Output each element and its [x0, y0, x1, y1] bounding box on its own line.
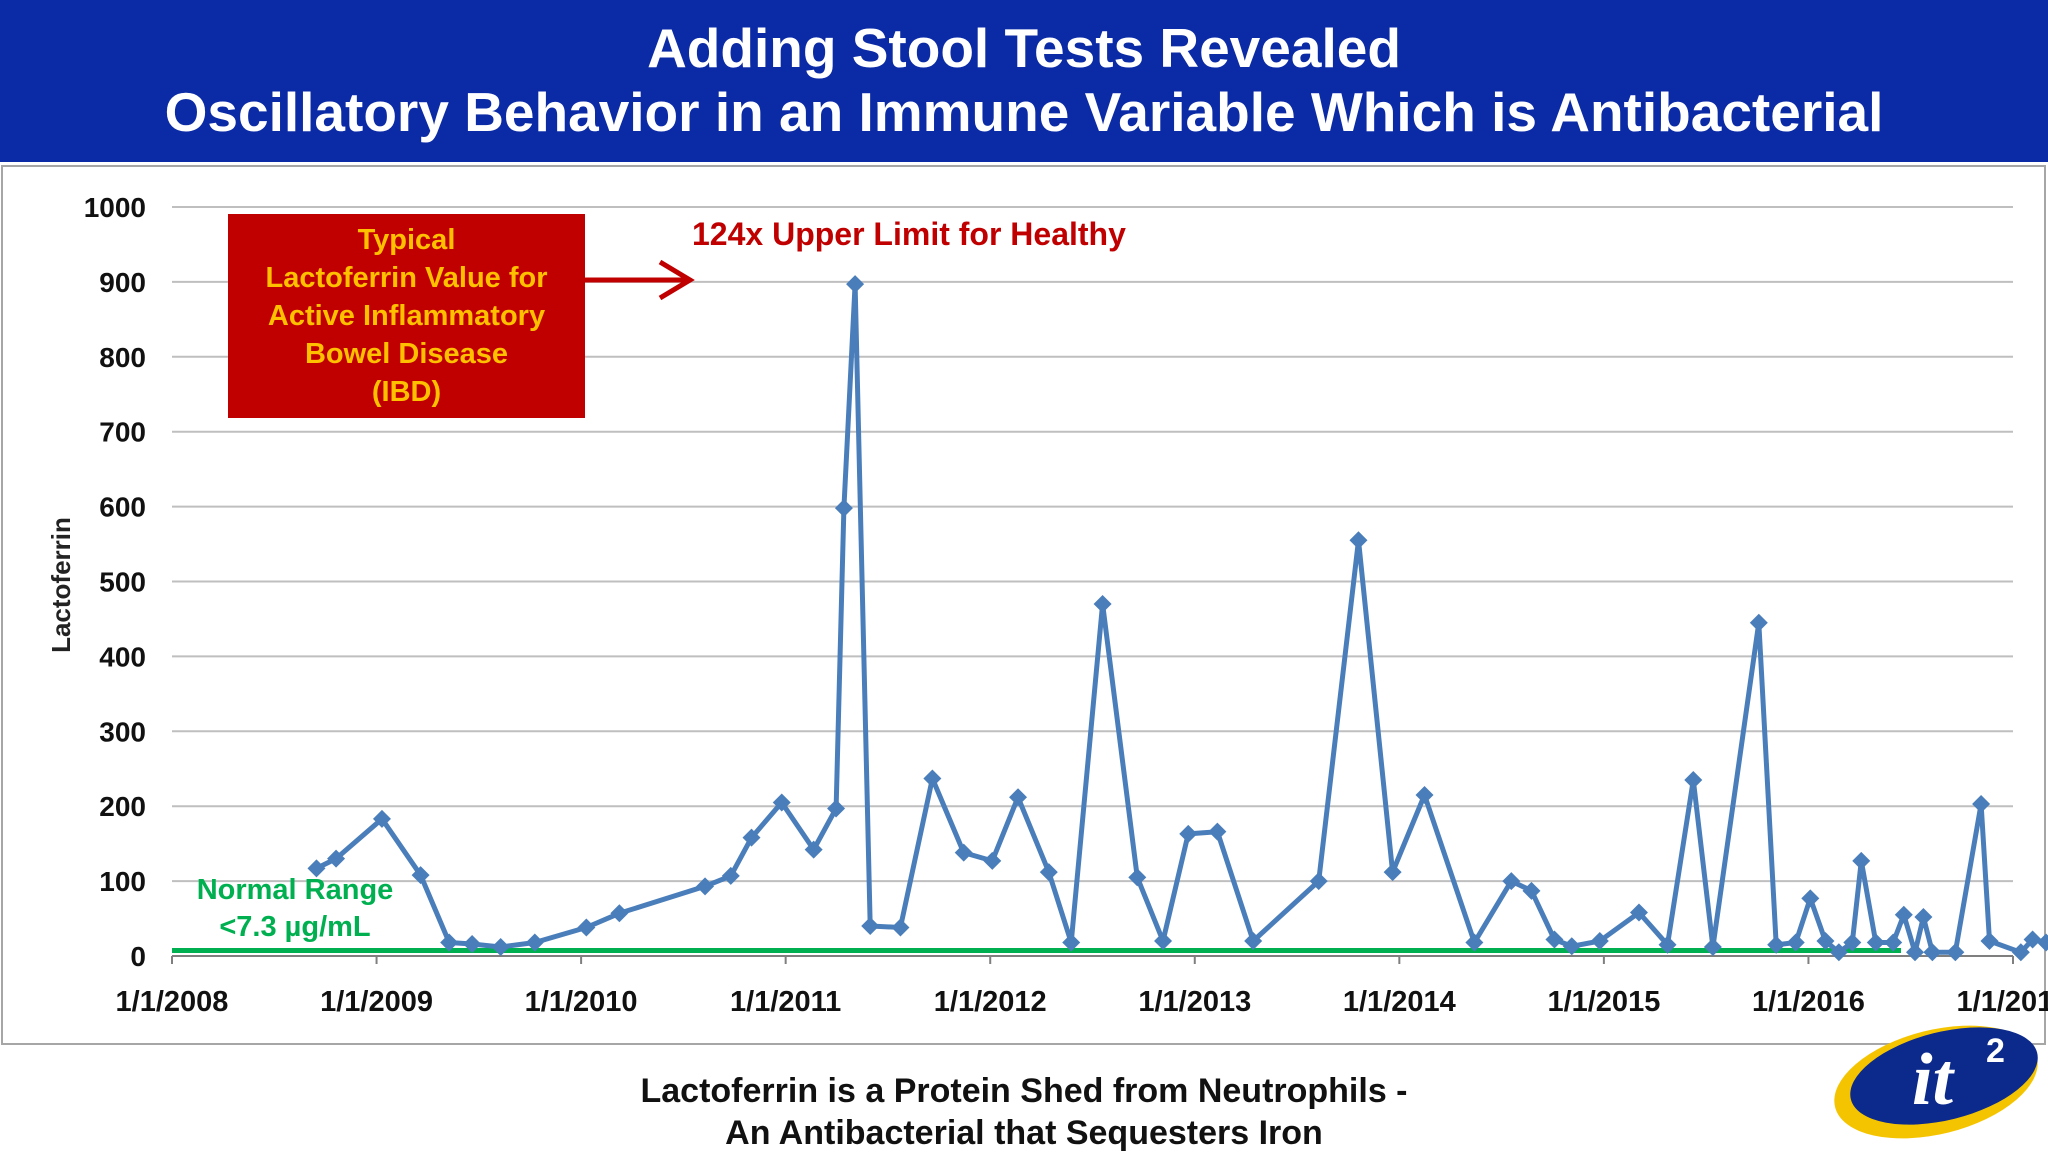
x-tick-label: 1/1/2012 [934, 986, 1047, 1018]
y-tick-label: 700 [99, 417, 146, 448]
logo-superscript: 2 [1986, 1032, 2005, 1070]
x-tick-label: 1/1/2013 [1138, 986, 1251, 1018]
upper-limit-annotation: 124x Upper Limit for Healthy [692, 216, 1126, 253]
x-tick-label: 1/1/2010 [525, 986, 638, 1018]
y-tick-label: 200 [99, 791, 146, 822]
y-tick-label: 900 [99, 267, 146, 298]
y-tick-label: 500 [99, 567, 146, 598]
x-tick-label: 1/1/2015 [1547, 986, 1660, 1018]
slide-footer: Lactoferrin is a Protein Shed from Neutr… [0, 1070, 2048, 1154]
y-axis-label: Lactoferrin [46, 517, 76, 653]
y-tick-label: 1000 [84, 192, 146, 223]
ibd-annotation-text: Typical Lactoferrin Value for Active Inf… [265, 221, 547, 411]
x-tick-label: 1/1/2011 [730, 986, 841, 1018]
x-tick-label: 1/1/2009 [320, 986, 433, 1018]
y-tick-label: 400 [99, 641, 146, 672]
it2-logo: it 2 [1826, 1000, 2046, 1150]
y-tick-label: 0 [130, 941, 146, 972]
x-tick-label: 1/1/2014 [1343, 986, 1456, 1018]
normal-range-annotation: Normal Range <7.3 µg/mL [160, 872, 430, 946]
logo-text: it [1912, 1039, 1956, 1121]
ibd-annotation-box: Typical Lactoferrin Value for Active Inf… [228, 214, 585, 418]
y-tick-label: 100 [99, 866, 146, 897]
x-tick-label: 1/1/2008 [116, 986, 229, 1018]
y-tick-label: 300 [99, 716, 146, 747]
y-tick-label: 600 [99, 492, 146, 523]
y-tick-label: 800 [99, 342, 146, 373]
